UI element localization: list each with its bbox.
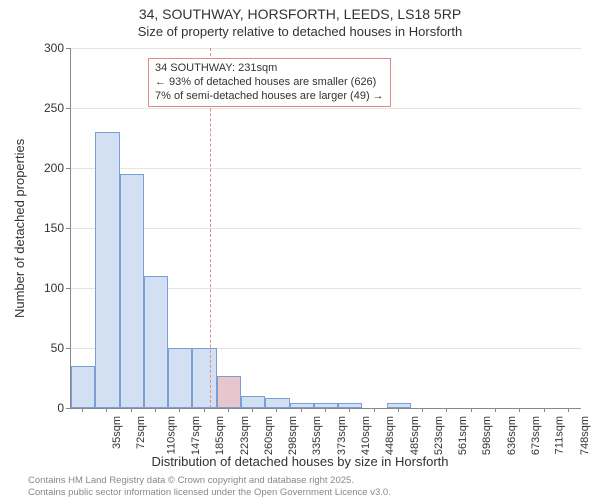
- grid-line: [71, 48, 581, 49]
- y-tick-label: 250: [24, 101, 64, 115]
- x-tick-mark: [519, 408, 520, 412]
- histogram-bar: [192, 348, 216, 408]
- title-line-2: Size of property relative to detached ho…: [0, 24, 600, 39]
- x-tick-label: 147sqm: [190, 416, 202, 455]
- x-tick-label: 35sqm: [111, 416, 123, 449]
- x-tick-label: 223sqm: [239, 416, 251, 455]
- x-tick-mark: [301, 408, 302, 412]
- grid-line: [71, 168, 581, 169]
- y-tick-label: 300: [24, 41, 64, 55]
- x-tick-mark: [495, 408, 496, 412]
- grid-line: [71, 228, 581, 229]
- y-tick-mark: [66, 348, 70, 349]
- footer-attribution: Contains HM Land Registry data © Crown c…: [28, 475, 391, 498]
- histogram-bar: [168, 348, 192, 408]
- x-tick-label: 373sqm: [336, 416, 348, 455]
- x-tick-mark: [568, 408, 569, 412]
- x-tick-mark: [471, 408, 472, 412]
- x-tick-label: 410sqm: [360, 416, 372, 455]
- x-tick-mark: [422, 408, 423, 412]
- y-tick-mark: [66, 108, 70, 109]
- x-tick-label: 561sqm: [457, 416, 469, 455]
- x-axis-label: Distribution of detached houses by size …: [0, 454, 600, 469]
- x-tick-mark: [131, 408, 132, 412]
- histogram-bar: [217, 376, 241, 408]
- histogram-bar: [71, 366, 95, 408]
- y-tick-mark: [66, 228, 70, 229]
- x-tick-mark: [179, 408, 180, 412]
- y-tick-label: 50: [24, 341, 64, 355]
- histogram-bar: [387, 403, 411, 408]
- x-tick-mark: [446, 408, 447, 412]
- histogram-bar: [120, 174, 144, 408]
- x-tick-mark: [276, 408, 277, 412]
- x-tick-mark: [349, 408, 350, 412]
- x-tick-label: 636sqm: [506, 416, 518, 455]
- x-tick-label: 110sqm: [165, 416, 177, 454]
- footer-line-1: Contains HM Land Registry data © Crown c…: [28, 475, 391, 486]
- x-tick-mark: [398, 408, 399, 412]
- x-tick-mark: [155, 408, 156, 412]
- x-tick-label: 598sqm: [482, 416, 494, 455]
- histogram-bar: [95, 132, 119, 408]
- x-tick-mark: [82, 408, 83, 412]
- x-tick-label: 72sqm: [135, 416, 147, 449]
- x-tick-label: 673sqm: [530, 416, 542, 455]
- histogram-bar: [290, 403, 314, 408]
- footer-line-2: Contains public sector information licen…: [28, 487, 391, 498]
- annotation-box: 34 SOUTHWAY: 231sqm← 93% of detached hou…: [148, 58, 391, 107]
- x-tick-label: 298sqm: [287, 416, 299, 455]
- x-tick-mark: [228, 408, 229, 412]
- x-tick-mark: [204, 408, 205, 412]
- x-tick-label: 448sqm: [384, 416, 396, 455]
- chart-container: 34, SOUTHWAY, HORSFORTH, LEEDS, LS18 5RP…: [0, 0, 600, 500]
- x-tick-mark: [544, 408, 545, 412]
- histogram-bar: [265, 398, 289, 408]
- y-tick-label: 100: [24, 281, 64, 295]
- y-tick-mark: [66, 168, 70, 169]
- x-tick-label: 185sqm: [214, 416, 226, 455]
- grid-line: [71, 108, 581, 109]
- x-tick-label: 260sqm: [263, 416, 275, 455]
- x-tick-label: 523sqm: [433, 416, 445, 455]
- title-line-1: 34, SOUTHWAY, HORSFORTH, LEEDS, LS18 5RP: [0, 6, 600, 22]
- x-tick-label: 748sqm: [579, 416, 591, 455]
- histogram-bar: [241, 396, 265, 408]
- x-tick-label: 335sqm: [312, 416, 324, 455]
- annotation-line3: 7% of semi-detached houses are larger (4…: [155, 90, 384, 104]
- histogram-bar: [338, 403, 362, 408]
- y-tick-mark: [66, 288, 70, 289]
- x-tick-label: 711sqm: [554, 416, 566, 454]
- x-tick-mark: [252, 408, 253, 412]
- y-tick-mark: [66, 408, 70, 409]
- x-tick-mark: [106, 408, 107, 412]
- annotation-line1: 34 SOUTHWAY: 231sqm: [155, 62, 384, 76]
- x-tick-mark: [325, 408, 326, 412]
- x-tick-mark: [374, 408, 375, 412]
- y-tick-label: 200: [24, 161, 64, 175]
- histogram-bar: [144, 276, 168, 408]
- y-tick-label: 0: [24, 401, 64, 415]
- y-tick-mark: [66, 48, 70, 49]
- x-tick-label: 485sqm: [409, 416, 421, 455]
- annotation-line2: ← 93% of detached houses are smaller (62…: [155, 76, 384, 90]
- y-tick-label: 150: [24, 221, 64, 235]
